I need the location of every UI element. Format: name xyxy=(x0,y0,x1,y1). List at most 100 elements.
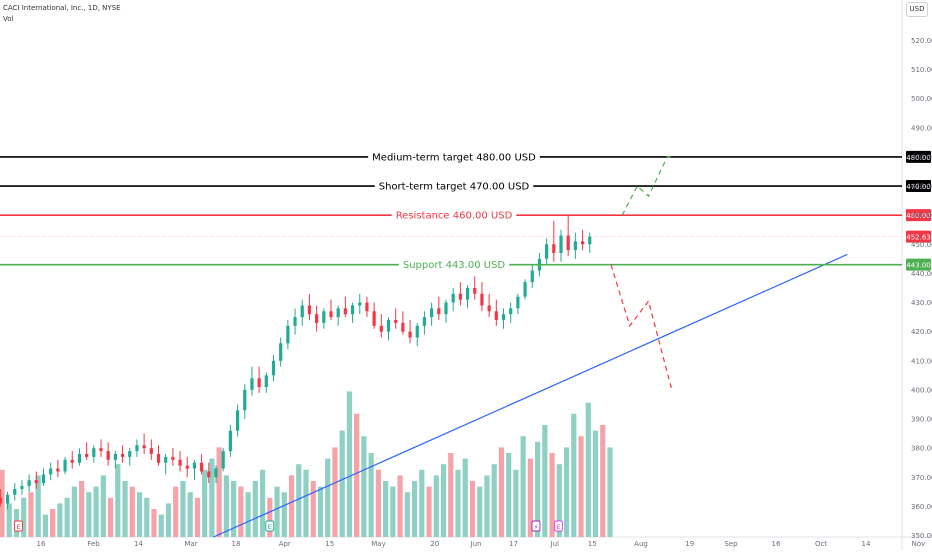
volume-bar xyxy=(194,497,201,537)
candle-body xyxy=(5,494,10,504)
volume-bar xyxy=(129,486,135,537)
candle-body xyxy=(41,474,46,484)
volume-bar xyxy=(491,464,497,537)
volume-bar xyxy=(433,475,439,537)
candle-body xyxy=(465,287,470,300)
volume-bar xyxy=(368,453,374,537)
level-label: Support 443.00 USD xyxy=(403,260,506,271)
candle-body xyxy=(523,282,527,297)
volume-bars xyxy=(0,391,613,537)
volume-bar xyxy=(21,497,27,537)
volume-bar xyxy=(592,430,599,537)
time-tick: May xyxy=(371,540,385,548)
candle-body xyxy=(0,497,2,504)
time-tick: Oct xyxy=(815,540,827,548)
candle-body xyxy=(437,308,441,315)
time-axis[interactable]: 16 Feb 14 Mar 18 Apr 15 May 20 Jun 17 Jul 15 Aug 19 Sep… xyxy=(37,540,926,548)
volume-bar xyxy=(144,497,150,537)
volume-bar xyxy=(383,481,389,537)
volume-bar xyxy=(115,464,121,537)
volume-bar xyxy=(86,492,92,537)
trendline[interactable] xyxy=(213,253,848,538)
candle-body xyxy=(27,480,31,487)
projections[interactable] xyxy=(610,156,675,388)
volume-bar xyxy=(223,475,229,537)
time-tick: 16 xyxy=(772,540,781,548)
candle-body xyxy=(552,244,556,254)
level-price-text: 480.00 xyxy=(906,154,931,162)
time-tick: 20 xyxy=(430,540,439,548)
candle-body xyxy=(365,302,369,312)
candle-body xyxy=(214,468,218,478)
volume-bar xyxy=(325,458,331,537)
candle-body xyxy=(243,389,247,411)
candle-body xyxy=(372,311,376,326)
price-tick: 390.00 xyxy=(911,416,932,424)
volume-bar xyxy=(542,425,548,537)
time-tick: 16 xyxy=(37,540,46,548)
volume-bar xyxy=(259,469,266,537)
level-label-bg xyxy=(374,179,534,194)
price-axis[interactable]: 520.00 510.00 500.00 490.00 480.00 470.00 460.… xyxy=(911,37,932,540)
candle-body xyxy=(200,462,204,472)
volume-bar xyxy=(339,430,345,537)
volume-bar xyxy=(317,486,324,537)
volume-bar xyxy=(462,458,468,537)
volume-bar xyxy=(35,475,41,537)
event-marker xyxy=(14,520,23,532)
event-marker-text: ⚡ xyxy=(534,523,539,531)
volume-bar xyxy=(71,486,77,537)
level-label-bg xyxy=(391,208,517,223)
price-tick: 350.00 xyxy=(911,532,932,540)
candle-body xyxy=(135,445,139,452)
candle-body xyxy=(207,471,211,478)
level-price-text: 470.00 xyxy=(906,183,931,191)
candle-body xyxy=(386,320,391,332)
price-tick: 360.00 xyxy=(911,503,932,511)
candle-body xyxy=(20,486,24,489)
candle-body xyxy=(257,378,261,387)
candle-body xyxy=(56,468,60,472)
volume-bar xyxy=(64,497,70,537)
volume-bar xyxy=(93,486,99,537)
candle-body xyxy=(164,456,168,463)
candle-body xyxy=(315,314,319,323)
price-tick: 460.00 xyxy=(911,212,932,220)
level-label: Short-term target 470.00 USD xyxy=(379,182,530,193)
volume-bar xyxy=(202,469,208,537)
candle-body xyxy=(379,325,383,332)
last-price-text: 452.63 xyxy=(906,234,931,242)
level-price-text: 460.00 xyxy=(906,212,931,220)
level-0: Medium-term target 480.00 USD 480.00 xyxy=(0,149,931,164)
event-marker-text: E xyxy=(268,523,272,531)
candle-body xyxy=(34,480,38,484)
candle-body xyxy=(451,293,455,303)
time-tick: 19 xyxy=(685,540,694,548)
currency-button[interactable]: USD xyxy=(906,2,928,17)
volume-bar xyxy=(267,497,273,537)
chart-title: CACI International, Inc., 1D, NYSE xyxy=(3,4,121,12)
price-tick: 430.00 xyxy=(911,299,932,307)
event-marker-text: E xyxy=(16,523,20,531)
price-tick: 470.00 xyxy=(911,183,932,191)
horizontal-levels[interactable]: Medium-term target 480.00 USD 480.00 Short… xyxy=(0,149,931,272)
candle-body xyxy=(473,287,477,294)
event-marker xyxy=(265,520,275,532)
price-tick: 420.00 xyxy=(911,328,932,336)
candle-body xyxy=(113,453,117,460)
price-tick: 410.00 xyxy=(911,357,932,365)
event-marker-text: E xyxy=(556,523,560,531)
time-tick: Jun xyxy=(470,540,482,548)
volume-bar xyxy=(361,436,367,537)
candle-body xyxy=(286,325,290,344)
level-price-tag xyxy=(906,180,931,193)
price-tick: 500.00 xyxy=(911,95,932,103)
volume-bar xyxy=(498,447,505,537)
candle-body xyxy=(566,235,570,251)
time-tick: Jul xyxy=(550,540,560,548)
event-markers[interactable]: E E ⚡ E xyxy=(14,520,563,532)
volume-bar xyxy=(448,453,454,537)
candle-body xyxy=(329,311,333,318)
